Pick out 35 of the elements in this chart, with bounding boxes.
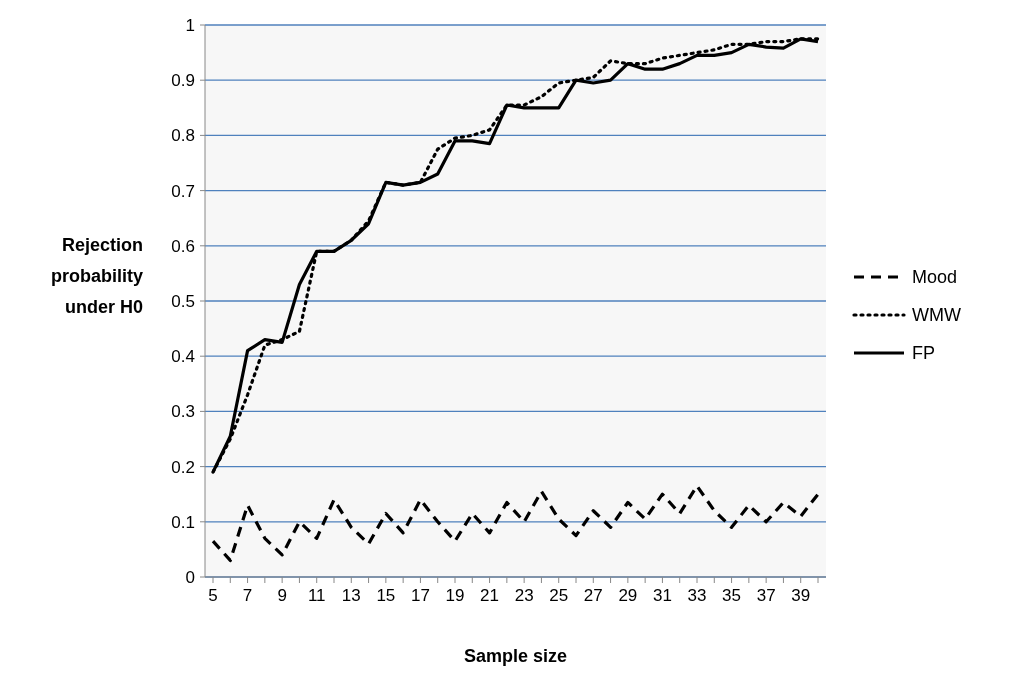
y-tick-label: 0.3 bbox=[171, 402, 195, 422]
legend-label: WMW bbox=[912, 305, 961, 326]
x-tick-label: 7 bbox=[242, 586, 253, 605]
x-tick-label: 23 bbox=[514, 586, 534, 605]
legend-label: FP bbox=[912, 343, 936, 364]
x-tick-label: 35 bbox=[722, 586, 742, 605]
y-tick-label: 0.1 bbox=[171, 512, 195, 532]
y-tick-label: 0.6 bbox=[171, 236, 195, 256]
y-tick-label: 0 bbox=[185, 567, 195, 587]
y-tick-label: 0.9 bbox=[171, 71, 195, 91]
x-tick-label: 25 bbox=[549, 586, 569, 605]
x-tick-label: 39 bbox=[791, 586, 811, 605]
y-tick-label: 0.7 bbox=[171, 181, 195, 201]
y-tick-label: 1 bbox=[185, 15, 195, 35]
x-tick-label: 5 bbox=[208, 586, 218, 605]
x-tick-label: 11 bbox=[307, 586, 326, 605]
x-tick-label: 21 bbox=[480, 586, 500, 605]
y-tick-label: 0.4 bbox=[171, 347, 195, 367]
y-axis-title: Rejection probability under H0 bbox=[50, 235, 143, 317]
line-series bbox=[211, 484, 820, 563]
x-tick-label: 9 bbox=[277, 586, 287, 605]
x-tick-label: 37 bbox=[756, 586, 776, 605]
x-tick-label: 13 bbox=[341, 586, 361, 605]
x-tick-label: 27 bbox=[583, 586, 603, 605]
x-tick-label: 19 bbox=[445, 586, 465, 605]
x-tick-label: 17 bbox=[410, 586, 430, 605]
y-tick-label: 0.2 bbox=[171, 457, 195, 477]
x-tick-label: 31 bbox=[652, 586, 672, 605]
x-tick-label: 15 bbox=[376, 586, 396, 605]
x-axis-title: Sample size bbox=[463, 646, 568, 666]
y-tick-label: 0.5 bbox=[171, 291, 195, 311]
y-tick-label: 0.8 bbox=[171, 126, 195, 146]
x-tick-label: 29 bbox=[618, 586, 638, 605]
x-tick-label: 33 bbox=[687, 586, 707, 605]
legend-label: Mood bbox=[912, 267, 958, 288]
